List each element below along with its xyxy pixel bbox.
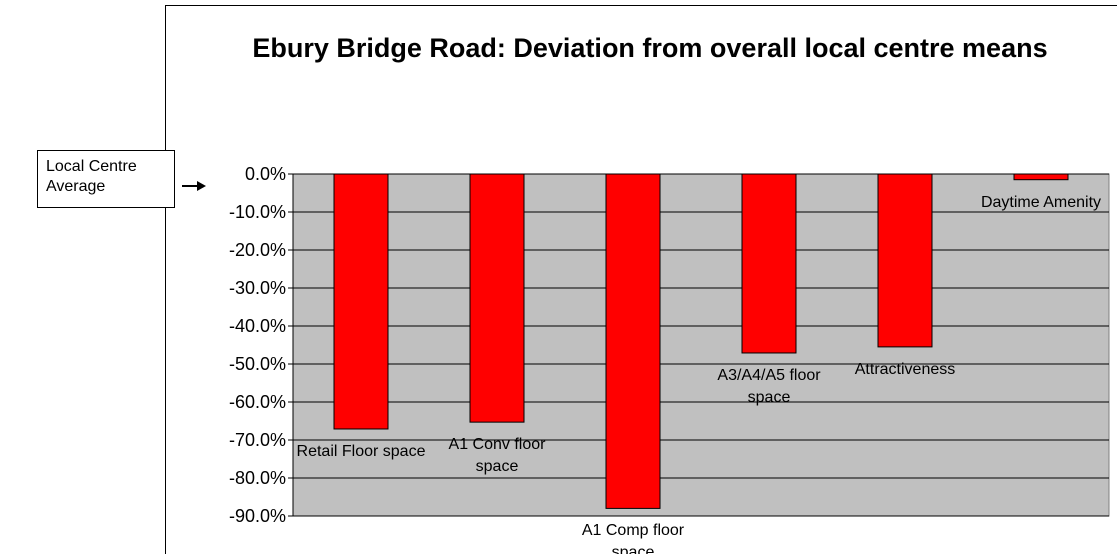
y-tick-label: -80.0% [228,468,286,488]
y-tick-label: -70.0% [228,430,286,450]
y-tick-label: -50.0% [228,354,286,374]
y-tick-label: -30.0% [228,278,286,298]
plot-area [292,173,1110,517]
category-label: A1 Conv floor space [448,436,546,476]
y-tick-label: -20.0% [228,240,286,260]
y-tick-label: -60.0% [228,392,286,412]
chart-title: Ebury Bridge Road: Deviation from overal… [252,33,1048,63]
y-tick-label: 0.0% [244,164,286,184]
annotation: Local Centre Average [37,150,175,208]
y-tick-label: -90.0% [228,506,286,526]
bar [605,173,661,509]
y-tick-label: -40.0% [228,316,286,336]
y-tick-label: -10.0% [228,202,286,222]
bar [333,173,389,430]
bar [1013,173,1069,181]
bar [741,173,797,354]
category-label: Attractiveness [854,360,956,378]
bar [469,173,525,423]
bar [877,173,933,348]
category-label: A1 Comp floor space [581,522,685,554]
category-label: Retail Floor space [296,442,426,460]
arrow-head [197,181,206,191]
category-label: A3/A4/A5 floor space [717,366,821,406]
category-label: Daytime Amenity [980,193,1102,211]
